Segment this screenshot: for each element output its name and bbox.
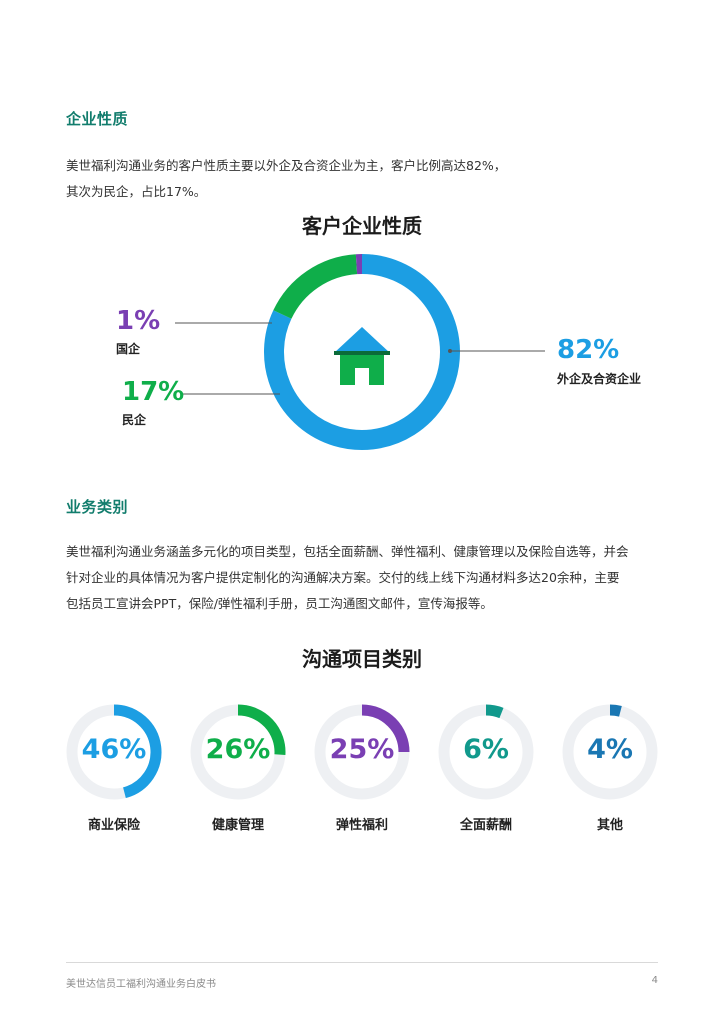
page-number: 4 <box>651 975 658 986</box>
donut-chart-customer-type <box>175 254 545 450</box>
section-paragraph-business-category: 美世福利沟通业务涵盖多元化的项目类型，包括全面薪酬、弹性福利、健康管理以及保险自… <box>66 539 676 617</box>
footer-title: 美世达信员工福利沟通业务白皮书 <box>66 979 216 990</box>
donut-segment-0 <box>264 254 460 450</box>
donut-segments <box>264 254 460 450</box>
ring-label: 其他 <box>596 818 623 833</box>
section-title-enterprise-type: 企业性质 <box>66 110 129 128</box>
ring-label: 健康管理 <box>211 818 264 833</box>
ring-label: 商业保险 <box>87 818 140 833</box>
paragraph-line: 其次为民企，占比17%。 <box>66 184 207 199</box>
ring-percent: 6% <box>463 734 509 765</box>
paragraph-line: 包括员工宣讲会PPT，保险/弹性福利手册，员工沟通图文邮件，宣传海报等。 <box>66 596 493 611</box>
ring-label: 弹性福利 <box>335 818 388 833</box>
section-paragraph-enterprise-type: 美世福利沟通业务的客户性质主要以外企及合资企业为主，客户比例高达82%， 其次为… <box>66 153 676 205</box>
donut-segment-1 <box>273 254 358 320</box>
ring-percent: 46% <box>81 734 147 765</box>
ring-arc-4 <box>609 704 622 717</box>
private-label: 民企 <box>122 413 147 427</box>
ring-arc-2 <box>361 704 410 753</box>
ring-arc-0 <box>113 704 162 799</box>
ring-percent: 25% <box>329 734 395 765</box>
ring-charts-project-category <box>66 704 658 800</box>
paragraph-line: 美世福利沟通业务的客户性质主要以外企及合资企业为主，客户比例高达82%， <box>66 158 507 173</box>
chart-title-customer-type: 客户企业性质 <box>302 214 422 238</box>
section-title-business-category: 业务类别 <box>66 498 129 516</box>
ring-label: 全面薪酬 <box>459 818 512 833</box>
ring-arc-3 <box>485 704 504 719</box>
ring-charts-group <box>66 704 658 800</box>
footer-divider <box>66 962 658 963</box>
leader-dot-foreign <box>448 349 452 353</box>
soe-label: 国企 <box>116 342 141 356</box>
paragraph-line: 针对企业的具体情况为客户提供定制化的沟通解决方案。交付的线上线下沟通材料多达20… <box>66 570 620 585</box>
ring-percent: 4% <box>587 734 633 765</box>
ring-percent: 26% <box>205 734 271 765</box>
chart-title-project-category: 沟通项目类别 <box>302 647 422 671</box>
paragraph-line: 美世福利沟通业务涵盖多元化的项目类型，包括全面薪酬、弹性福利、健康管理以及保险自… <box>66 544 629 559</box>
soe-percent: 1% <box>116 306 161 336</box>
private-percent: 17% <box>122 377 185 407</box>
foreign-label: 外企及合资企业 <box>557 372 642 386</box>
foreign-percent: 82% <box>557 335 620 365</box>
house-icon <box>334 327 390 385</box>
ring-arc-1 <box>237 704 286 755</box>
